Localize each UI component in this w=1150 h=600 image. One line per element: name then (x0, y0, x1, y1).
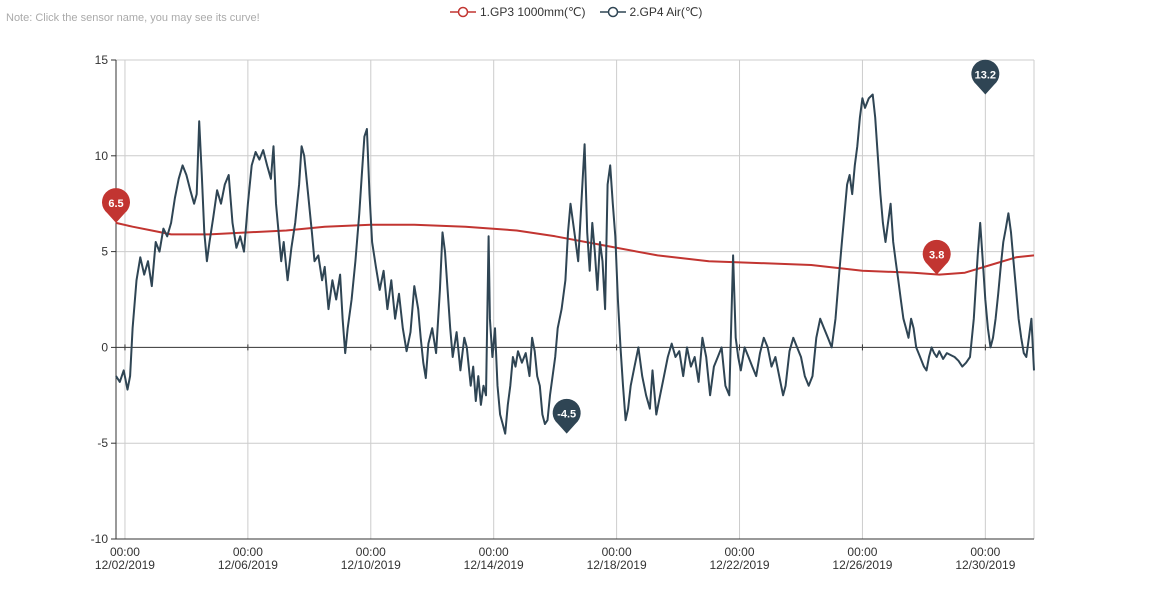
x-tick-time: 00:00 (479, 545, 509, 559)
x-tick-time: 00:00 (356, 545, 386, 559)
x-tick-time: 00:00 (970, 545, 1000, 559)
y-tick-label: 5 (101, 245, 108, 259)
legend-line-circle-icon (450, 6, 476, 18)
x-tick-date: 12/18/2019 (587, 558, 647, 572)
x-tick-date: 12/14/2019 (464, 558, 524, 572)
legend-label-gp4: 2.GP4 Air(℃) (629, 5, 703, 19)
marker-pin (552, 398, 581, 434)
marker-label: 3.8 (929, 250, 944, 262)
y-tick-label: 10 (95, 149, 109, 163)
x-tick-date: 12/06/2019 (218, 558, 278, 572)
series-line-gp4 (115, 93, 1035, 435)
x-tick-date: 12/30/2019 (955, 558, 1015, 572)
marker-pin (971, 59, 1000, 95)
x-tick-date: 12/22/2019 (709, 558, 769, 572)
series-line-gp3 (115, 221, 1035, 276)
chart-note: Note: Click the sensor name, you may see… (6, 12, 260, 24)
marker-pin (922, 239, 951, 275)
legend-label-gp3: 1.GP3 1000mm(℃) (480, 5, 586, 19)
marker-pin (102, 188, 131, 223)
y-tick-label: -5 (97, 436, 108, 450)
x-tick-time: 00:00 (602, 545, 632, 559)
x-tick-date: 12/10/2019 (341, 558, 401, 572)
y-tick-label: 0 (101, 340, 108, 354)
x-tick-time: 00:00 (110, 545, 140, 559)
x-tick-date: 12/02/2019 (95, 558, 155, 572)
legend-item-gp4[interactable]: 2.GP4 Air(℃) (599, 5, 703, 19)
chart-legend: 1.GP3 1000mm(℃) 2.GP4 Air(℃) (450, 2, 702, 22)
legend-item-gp3[interactable]: 1.GP3 1000mm(℃) (450, 5, 586, 19)
legend-line-circle-icon (599, 6, 626, 18)
marker-label: 13.2 (975, 69, 996, 81)
x-tick-time: 00:00 (725, 545, 755, 559)
y-tick-label: 15 (95, 53, 109, 67)
marker-label: -4.5 (557, 409, 576, 421)
x-tick-time: 00:00 (847, 545, 877, 559)
y-tick-label: -10 (91, 532, 109, 546)
x-tick-time: 00:00 (233, 545, 263, 559)
x-tick-date: 12/26/2019 (832, 558, 892, 572)
marker-label: 6.5 (108, 198, 123, 210)
